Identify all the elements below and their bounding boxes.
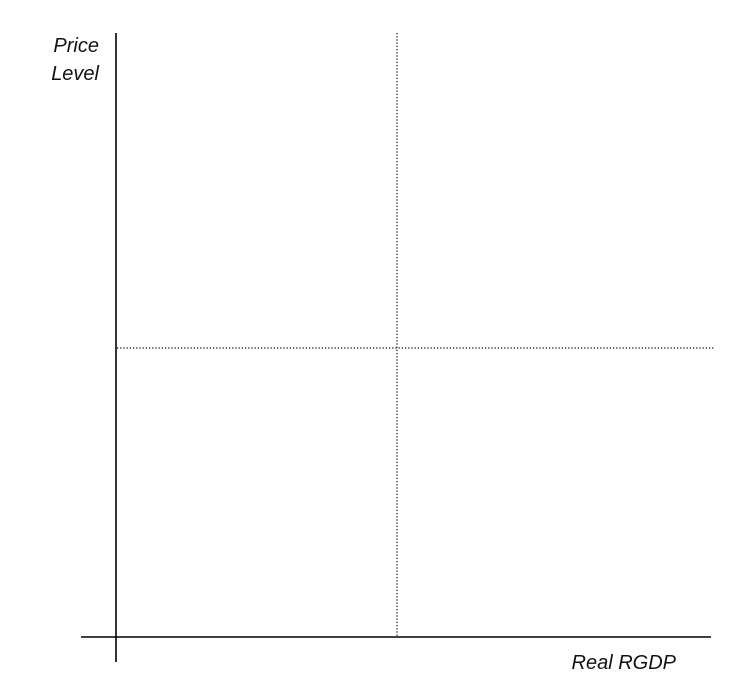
x-axis-label: Real RGDP xyxy=(572,652,677,674)
y-axis-label-line1: Price xyxy=(53,35,99,57)
y-axis-label-line2: Level xyxy=(51,63,99,85)
